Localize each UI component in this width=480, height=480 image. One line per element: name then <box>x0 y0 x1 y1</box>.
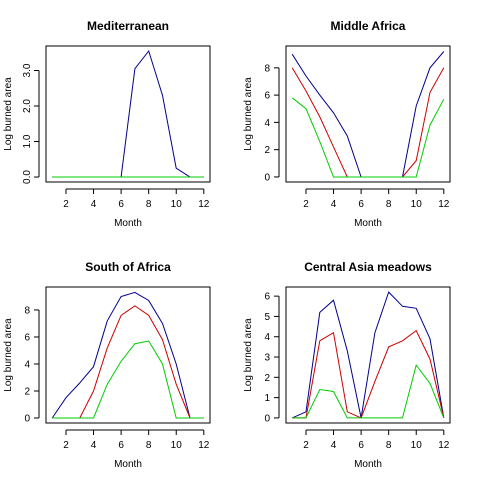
y-tick-label: 6 <box>264 292 270 303</box>
x-tick-label: 12 <box>438 199 450 210</box>
x-axis-label: Month <box>354 459 382 470</box>
x-tick-label: 8 <box>386 199 392 210</box>
x-tick-label: 2 <box>303 440 309 451</box>
x-tick-label: 2 <box>63 440 69 451</box>
chart-title: Mediterranean <box>87 19 169 33</box>
y-tick-label: 5 <box>264 312 270 323</box>
y-tick-label: 1 <box>264 393 270 404</box>
series-line-1 <box>51 291 204 419</box>
y-tick-label: 3.0 <box>22 63 33 77</box>
x-tick-label: 8 <box>386 440 392 451</box>
x-tick-label: 8 <box>146 440 152 451</box>
series-line-3 <box>292 363 445 419</box>
series-line-3 <box>291 97 445 178</box>
x-tick-label: 6 <box>358 199 364 210</box>
x-tick-label: 12 <box>198 199 210 210</box>
x-tick-label: 6 <box>118 440 124 451</box>
series-line-3 <box>52 340 204 419</box>
y-tick-label: 1.0 <box>22 134 33 148</box>
chart-title: Middle Africa <box>331 19 406 33</box>
y-tick-label: 8 <box>24 305 30 316</box>
x-tick-label: 6 <box>118 199 124 210</box>
y-tick-label: 2 <box>24 386 30 397</box>
y-tick-label: 0 <box>24 414 30 425</box>
y-tick-label: 3 <box>264 353 270 364</box>
x-tick-label: 10 <box>411 440 423 451</box>
x-tick-label: 10 <box>171 199 183 210</box>
series-line-2 <box>292 329 445 419</box>
x-axis-label: Month <box>354 218 382 229</box>
plot-box <box>45 45 211 183</box>
series-line-1 <box>52 49 204 178</box>
y-tick-label: 6 <box>264 91 270 102</box>
series-line-1 <box>291 291 445 419</box>
y-tick-label: 4 <box>24 359 30 370</box>
x-tick-label: 4 <box>91 440 97 451</box>
x-tick-label: 12 <box>438 440 450 451</box>
y-tick-label: 0 <box>264 172 270 183</box>
y-tick-label: 4 <box>264 118 270 129</box>
x-tick-label: 2 <box>303 199 309 210</box>
x-tick-label: 2 <box>63 199 69 210</box>
x-tick-label: 4 <box>91 199 97 210</box>
series-line-2 <box>52 305 204 419</box>
y-tick-label: 0 <box>264 413 270 424</box>
y-tick-label: 8 <box>264 63 270 74</box>
x-tick-label: 6 <box>358 440 364 451</box>
plot-box <box>285 286 451 424</box>
y-axis-label: Log burned area <box>243 318 254 392</box>
x-axis-label: Month <box>114 459 142 470</box>
y-axis-label: Log burned area <box>3 318 14 392</box>
chart-title: South of Africa <box>85 260 171 274</box>
chart-panel-3: 2 4 6 8 10 12 0 2 4 6 8 South of Africa Month Log bur… <box>3 260 211 470</box>
chart-panel-1: 2 4 6 8 10 12 0.0 1.0 2.0 3.0 Mediterranean Month Lo… <box>3 19 211 229</box>
x-tick-label: 10 <box>171 440 183 451</box>
plot-box <box>45 286 211 424</box>
chart-title: Central Asia meadows <box>304 260 432 274</box>
plot-box <box>285 45 451 183</box>
x-tick-label: 4 <box>331 199 337 210</box>
x-tick-label: 4 <box>331 440 337 451</box>
x-tick-label: 10 <box>411 199 423 210</box>
x-tick-label: 12 <box>198 440 210 451</box>
y-tick-label: 4 <box>264 332 270 343</box>
y-tick-label: 2 <box>264 373 270 384</box>
chart-panel-2: 2 4 6 8 10 12 0 2 4 6 8 Middle Africa Month Log burne… <box>243 19 451 229</box>
x-tick-label: 8 <box>146 199 152 210</box>
y-tick-label: 6 <box>24 332 30 343</box>
y-axis-label: Log burned area <box>243 77 254 151</box>
y-tick-label: 2.0 <box>22 99 33 113</box>
y-tick-label: 2 <box>264 145 270 156</box>
y-axis-label: Log burned area <box>3 77 14 151</box>
y-tick-label: 0.0 <box>22 170 33 184</box>
x-axis-label: Month <box>114 218 142 229</box>
